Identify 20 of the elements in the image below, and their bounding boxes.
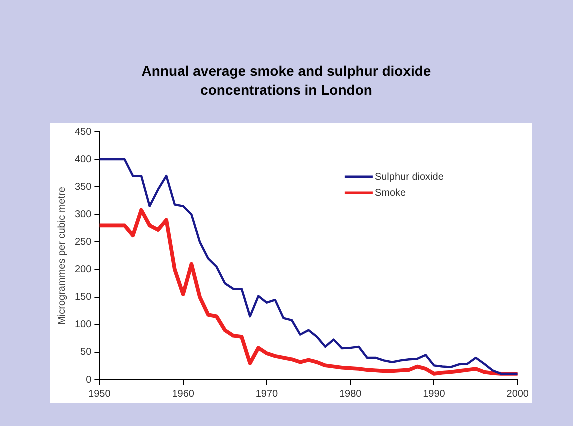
legend-label: Sulphur dioxide [374, 172, 444, 183]
chart-title: Annual average smoke and sulphur dioxide concentrations in London [140, 62, 432, 100]
y-tick-label: 250 [74, 236, 92, 248]
y-tick-label: 150 [74, 292, 92, 304]
y-tick-label: 300 [74, 209, 92, 220]
x-tick-label: 2000 [506, 388, 530, 400]
y-tick-label: 100 [74, 320, 92, 331]
x-tick-label: 1970 [256, 388, 279, 400]
x-tick-label: 1980 [339, 388, 362, 400]
y-tick-label: 200 [74, 264, 92, 276]
y-tick-label: 350 [74, 182, 92, 193]
y-axis-title: Microgrammes per cubic metre [56, 186, 68, 325]
y-tick-label: 400 [74, 154, 92, 166]
y-tick-label: 50 [80, 347, 92, 358]
y-tick-label: 0 [86, 374, 92, 386]
x-tick-label: 1990 [423, 388, 446, 400]
legend-label: Smoke [374, 188, 407, 199]
x-tick-label: 1960 [172, 388, 195, 400]
y-tick-label: 450 [74, 126, 92, 138]
x-tick-label: 1950 [88, 388, 112, 400]
